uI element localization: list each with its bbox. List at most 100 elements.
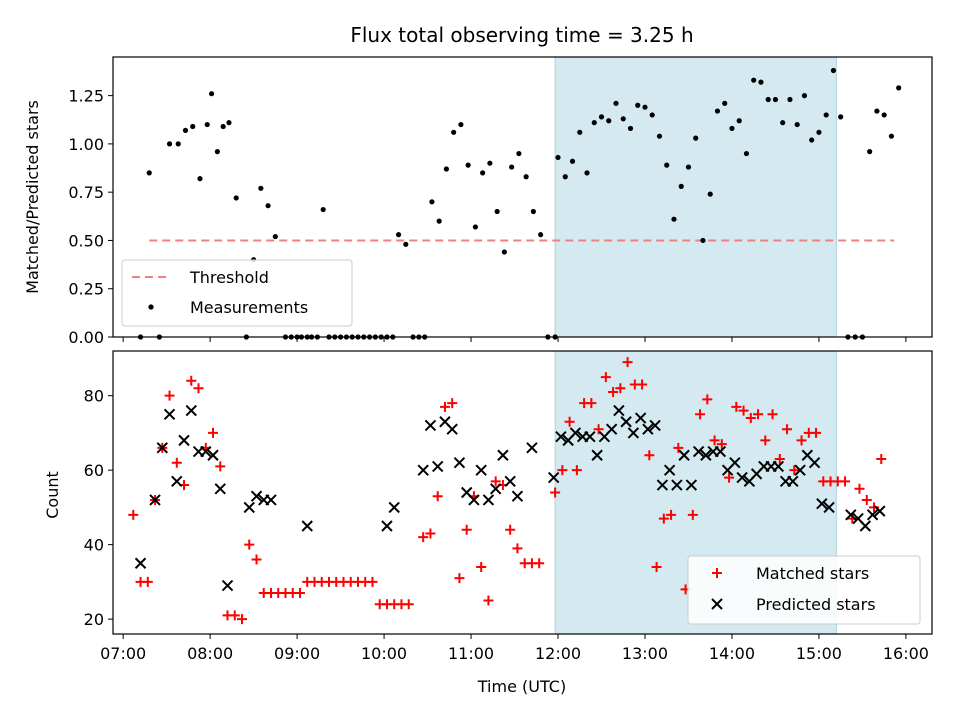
data-point — [538, 232, 544, 238]
data-point — [745, 413, 756, 424]
data-point — [226, 120, 232, 126]
data-point — [627, 427, 640, 439]
data-point — [605, 423, 618, 435]
data-point — [731, 401, 742, 412]
data-point — [243, 501, 255, 514]
legend-threshold-label: Threshold — [189, 268, 269, 287]
data-point — [586, 398, 597, 409]
data-point — [861, 494, 872, 505]
data-point — [634, 412, 647, 424]
data-point — [244, 539, 255, 550]
data-point — [204, 121, 210, 128]
data-point — [709, 435, 720, 446]
data-point — [550, 487, 561, 498]
data-point — [615, 383, 626, 394]
data-point — [425, 528, 436, 539]
data-point — [555, 154, 561, 161]
data-point — [606, 118, 612, 124]
legend-measurements-label: Measurements — [190, 298, 308, 317]
data-point — [439, 401, 450, 412]
y-tick-label: 80 — [84, 387, 104, 406]
top-panel: 0.00 0.25 0.50 0.75 1.00 1.25 Threshold Measure… — [68, 56, 933, 347]
observing-window-span — [554, 56, 837, 338]
data-point — [501, 249, 507, 255]
data-point — [436, 218, 442, 224]
data-point — [627, 125, 634, 132]
legend-matched-swatch — [712, 568, 722, 578]
data-point — [301, 520, 313, 532]
data-point — [555, 430, 567, 443]
data-point — [564, 416, 575, 427]
data-point — [658, 513, 669, 524]
data-point — [716, 439, 727, 450]
data-point — [490, 476, 501, 487]
data-point — [896, 85, 902, 91]
data-point — [620, 116, 626, 122]
data-point — [685, 479, 698, 491]
data-point — [432, 491, 443, 502]
data-point — [294, 588, 305, 599]
x-tick-label: 11:00 — [448, 644, 494, 663]
data-point — [584, 430, 596, 443]
data-point — [845, 509, 857, 521]
legend-box — [687, 555, 921, 625]
data-point — [265, 203, 271, 209]
x-tick-label: 12:00 — [535, 644, 581, 663]
data-point — [208, 427, 219, 438]
y-tick-label: 40 — [84, 536, 104, 555]
data-point — [685, 164, 692, 170]
y-tick-label: 1.00 — [68, 135, 104, 154]
data-point — [487, 160, 493, 166]
data-point — [424, 419, 437, 432]
data-point — [516, 150, 522, 157]
data-point — [417, 464, 429, 476]
data-point — [251, 554, 262, 565]
data-point — [649, 419, 661, 432]
data-point — [504, 475, 516, 488]
data-point — [671, 216, 677, 222]
data-point — [772, 460, 785, 473]
data-point — [483, 595, 494, 606]
data-point — [142, 576, 153, 587]
x-axis-label: Time (UTC) — [477, 677, 566, 696]
data-point — [562, 174, 568, 180]
axes-frame — [112, 350, 933, 635]
data-point — [418, 532, 429, 543]
data-point — [736, 118, 742, 124]
series-predicted-stars — [134, 404, 886, 592]
data-point — [272, 233, 278, 240]
data-point — [200, 445, 212, 458]
data-point — [876, 453, 887, 464]
data-point — [534, 558, 545, 569]
data-point — [823, 501, 835, 514]
data-point — [729, 457, 741, 469]
data-point — [649, 112, 655, 118]
axes-frame — [112, 56, 933, 338]
data-point — [476, 561, 487, 572]
data-point — [156, 442, 168, 454]
data-point — [859, 520, 872, 532]
legend-predicted-swatch — [711, 598, 723, 610]
data-point — [693, 135, 699, 141]
data-point — [509, 164, 515, 170]
data-point — [678, 449, 690, 461]
data-point — [738, 405, 749, 416]
data-point — [700, 237, 706, 244]
data-point — [134, 557, 147, 569]
data-point — [475, 464, 487, 476]
data-point — [663, 464, 676, 476]
data-point — [635, 102, 641, 108]
data-point — [678, 183, 684, 189]
legend-matched-label: Matched stars — [756, 564, 869, 583]
data-point — [637, 379, 648, 390]
data-point — [164, 390, 175, 401]
data-point — [208, 91, 215, 97]
data-point — [767, 409, 778, 420]
data-point — [808, 457, 821, 469]
data-point — [190, 123, 196, 130]
data-point — [782, 424, 793, 435]
data-point — [794, 464, 806, 476]
data-point — [468, 494, 480, 506]
data-point — [197, 176, 203, 182]
bottom-panel: 20 40 60 80 07:00 08:00 09:00 10:00 11:00 12:00 13… — [84, 350, 933, 663]
